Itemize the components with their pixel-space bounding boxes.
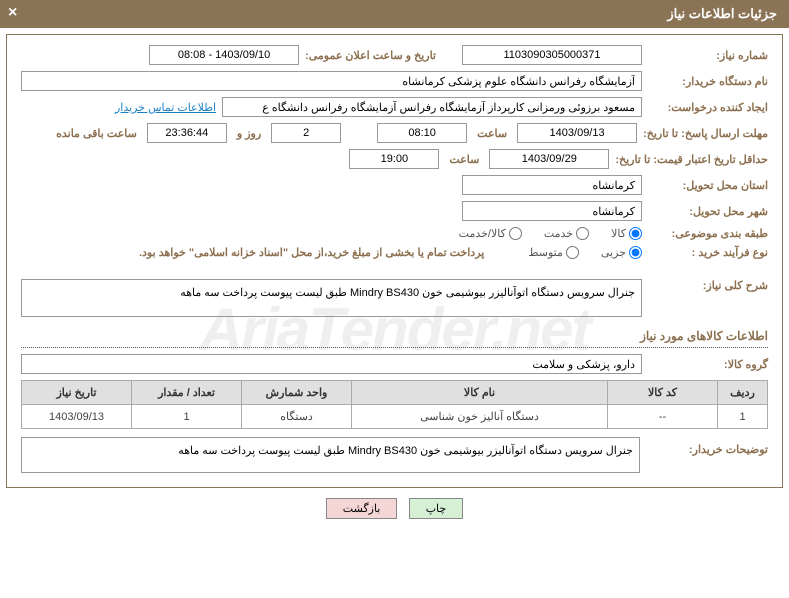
- remaining-label: ساعت باقی مانده: [56, 127, 137, 140]
- row-deadline: مهلت ارسال پاسخ: تا تاریخ: ساعت روز و سا…: [21, 123, 768, 143]
- need-number-input: [462, 45, 642, 65]
- goods-table: ردیف کد کالا نام کالا واحد شمارش تعداد /…: [21, 380, 768, 429]
- requester-label: ایجاد کننده درخواست:: [648, 101, 768, 114]
- row-buyer-notes: توضیحات خریدار: جنرال سرویس دستگاه اتوآن…: [21, 437, 768, 473]
- row-delivery-province: استان محل تحویل:: [21, 175, 768, 195]
- deadline-date-input: [517, 123, 637, 143]
- back-button[interactable]: بازگشت: [326, 498, 398, 519]
- days-label: روز و: [237, 127, 261, 140]
- category-label: طبقه بندی موضوعی:: [648, 227, 768, 240]
- main-container: AriaTender.net شماره نیاز: تاریخ و ساعت …: [6, 34, 783, 488]
- goods-group-input: [21, 354, 642, 374]
- th-row: ردیف: [718, 381, 768, 405]
- row-requester: ایجاد کننده درخواست: اطلاعات تماس خریدار: [21, 97, 768, 117]
- row-goods-group: گروه کالا:: [21, 354, 768, 374]
- close-icon[interactable]: ×: [8, 4, 17, 22]
- td-row: 1: [718, 405, 768, 429]
- hours-remaining-input: [147, 123, 227, 143]
- row-min-validity: حداقل تاریخ اعتبار قیمت: تا تاریخ: ساعت: [21, 149, 768, 169]
- td-name: دستگاه آنالیز خون شناسی: [352, 405, 608, 429]
- min-validity-date-input: [489, 149, 609, 169]
- button-bar: چاپ بازگشت: [0, 498, 789, 519]
- delivery-province-input: [462, 175, 642, 195]
- radio-goods-input[interactable]: [629, 227, 642, 240]
- buy-process-label: نوع فرآیند خرید :: [648, 246, 768, 259]
- td-date: 1403/09/13: [22, 405, 132, 429]
- buyer-org-input: [21, 71, 642, 91]
- table-row: 1 -- دستگاه آنالیز خون شناسی دستگاه 1 14…: [22, 405, 768, 429]
- min-validity-label: حداقل تاریخ اعتبار قیمت: تا تاریخ:: [615, 153, 768, 166]
- row-need-number: شماره نیاز: تاریخ و ساعت اعلان عمومی:: [21, 45, 768, 65]
- td-unit: دستگاه: [242, 405, 352, 429]
- radio-medium-label: متوسط: [528, 246, 563, 259]
- deadline-time-input: [377, 123, 467, 143]
- row-general-desc: شرح کلی نیاز: جنرال سرویس دستگاه اتوآنال…: [21, 279, 768, 317]
- table-header-row: ردیف کد کالا نام کالا واحد شمارش تعداد /…: [22, 381, 768, 405]
- radio-goods-service[interactable]: کالا/خدمت: [459, 227, 522, 240]
- payment-note: پرداخت تمام یا بخشی از مبلغ خرید،از محل …: [139, 246, 484, 259]
- radio-medium-input[interactable]: [566, 246, 579, 259]
- announce-date-input: [149, 45, 299, 65]
- announce-date-label: تاریخ و ساعت اعلان عمومی:: [305, 49, 436, 62]
- radio-medium[interactable]: متوسط: [528, 246, 579, 259]
- delivery-province-label: استان محل تحویل:: [648, 179, 768, 192]
- header-bar: جزئیات اطلاعات نیاز ×: [0, 0, 789, 28]
- contact-link[interactable]: اطلاعات تماس خریدار: [115, 101, 216, 114]
- min-validity-time-input: [349, 149, 439, 169]
- buyer-notes-box: جنرال سرویس دستگاه اتوآنالیزر بیوشیمی خو…: [21, 437, 640, 473]
- buy-process-radio-group: جزیی متوسط: [510, 246, 642, 259]
- th-name: نام کالا: [352, 381, 608, 405]
- delivery-city-input: [462, 201, 642, 221]
- td-qty: 1: [132, 405, 242, 429]
- goods-group-label: گروه کالا:: [648, 358, 768, 371]
- general-desc-label: شرح کلی نیاز:: [648, 279, 768, 292]
- row-delivery-city: شهر محل تحویل:: [21, 201, 768, 221]
- radio-service[interactable]: خدمت: [544, 227, 589, 240]
- td-code: --: [608, 405, 718, 429]
- radio-partial[interactable]: جزیی: [601, 246, 642, 259]
- th-date: تاریخ نیاز: [22, 381, 132, 405]
- radio-partial-label: جزیی: [601, 246, 626, 259]
- radio-goods-label: کالا: [611, 227, 626, 240]
- general-desc-textarea: جنرال سرویس دستگاه اتوآنالیزر بیوشیمی خو…: [21, 279, 642, 317]
- radio-goods-service-input[interactable]: [509, 227, 522, 240]
- radio-service-input[interactable]: [576, 227, 589, 240]
- row-category: طبقه بندی موضوعی: کالا خدمت کالا/خدمت: [21, 227, 768, 240]
- th-unit: واحد شمارش: [242, 381, 352, 405]
- time-label-1: ساعت: [477, 127, 507, 140]
- time-label-2: ساعت: [449, 153, 479, 166]
- radio-partial-input[interactable]: [629, 246, 642, 259]
- radio-service-label: خدمت: [544, 227, 573, 240]
- requester-input: [222, 97, 642, 117]
- category-radio-group: کالا خدمت کالا/خدمت: [441, 227, 642, 240]
- section-title: اطلاعات کالاهای مورد نیاز: [21, 329, 768, 348]
- th-code: کد کالا: [608, 381, 718, 405]
- buyer-notes-label: توضیحات خریدار:: [648, 437, 768, 456]
- days-remaining-input: [271, 123, 341, 143]
- radio-goods-service-label: کالا/خدمت: [459, 227, 506, 240]
- need-number-label: شماره نیاز:: [648, 49, 768, 62]
- deadline-label: مهلت ارسال پاسخ: تا تاریخ:: [643, 127, 768, 140]
- header-title: جزئیات اطلاعات نیاز: [667, 6, 777, 21]
- delivery-city-label: شهر محل تحویل:: [648, 205, 768, 218]
- print-button[interactable]: چاپ: [409, 498, 464, 519]
- radio-goods[interactable]: کالا: [611, 227, 642, 240]
- th-qty: تعداد / مقدار: [132, 381, 242, 405]
- row-buyer-org: نام دستگاه خریدار:: [21, 71, 768, 91]
- row-buy-process: نوع فرآیند خرید : جزیی متوسط پرداخت تمام…: [21, 246, 768, 259]
- buyer-org-label: نام دستگاه خریدار:: [648, 75, 768, 88]
